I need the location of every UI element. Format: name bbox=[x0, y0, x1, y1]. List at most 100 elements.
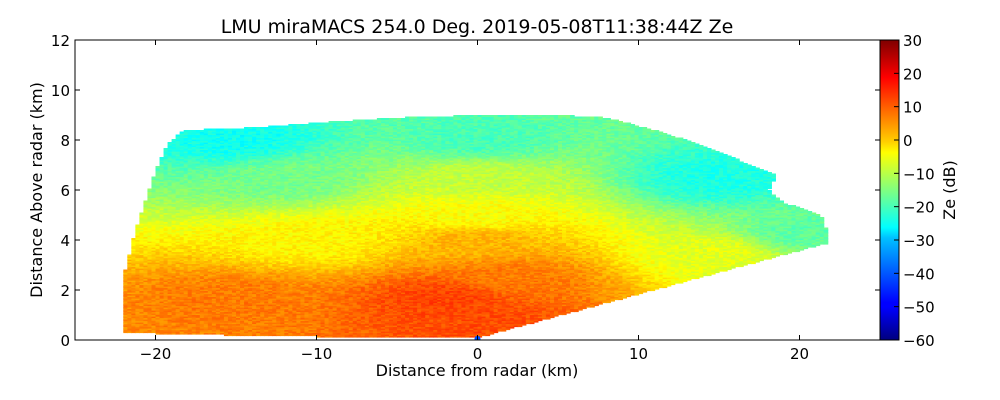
heatmap-cell bbox=[324, 319, 330, 322]
heatmap-cell bbox=[264, 296, 269, 299]
heatmap-cell bbox=[340, 287, 346, 290]
heatmap-cell bbox=[328, 325, 334, 328]
heatmap-cell bbox=[392, 317, 398, 320]
heatmap-cell bbox=[260, 292, 265, 295]
heatmap-cell bbox=[219, 292, 225, 295]
heatmap-cell bbox=[264, 331, 269, 334]
heatmap-cell bbox=[280, 322, 285, 325]
heatmap-cell bbox=[139, 311, 145, 314]
heatmap-cell bbox=[256, 308, 261, 311]
heatmap-cell bbox=[131, 310, 136, 313]
heatmap-cell bbox=[405, 284, 410, 287]
heatmap-cell bbox=[429, 287, 434, 290]
heatmap-cell bbox=[465, 280, 471, 283]
heatmap-cell bbox=[175, 323, 181, 326]
heatmap-cell bbox=[384, 334, 390, 337]
heatmap-cell bbox=[545, 292, 551, 295]
heatmap-cell bbox=[195, 281, 201, 284]
heatmap-cell bbox=[529, 322, 535, 325]
heatmap-cell bbox=[453, 298, 458, 301]
heatmap-cell bbox=[606, 290, 611, 293]
heatmap-cell bbox=[525, 290, 531, 293]
heatmap-cell bbox=[477, 284, 483, 287]
heatmap-cell bbox=[348, 296, 354, 299]
heatmap-cell bbox=[248, 323, 253, 326]
heatmap-cell bbox=[493, 281, 499, 284]
heatmap-cell bbox=[493, 280, 499, 283]
heatmap-cell bbox=[207, 328, 213, 331]
heatmap-cell bbox=[622, 281, 628, 284]
heatmap-cell bbox=[131, 299, 136, 302]
heatmap-cell bbox=[159, 314, 165, 317]
heatmap-cell bbox=[215, 301, 221, 304]
heatmap-cell bbox=[578, 289, 583, 292]
heatmap-cell bbox=[638, 281, 644, 284]
heatmap-cell bbox=[493, 329, 499, 332]
heatmap-cell bbox=[159, 295, 165, 298]
heatmap-cell bbox=[429, 325, 434, 328]
heatmap-cell bbox=[123, 289, 128, 292]
heatmap-cell bbox=[662, 280, 668, 283]
heatmap-cell bbox=[344, 295, 350, 298]
heatmap-cell bbox=[187, 328, 193, 331]
heatmap-cell bbox=[256, 302, 261, 305]
heatmap-cell bbox=[614, 296, 619, 299]
heatmap-cell bbox=[372, 326, 378, 329]
heatmap-cell bbox=[248, 304, 253, 307]
heatmap-cell bbox=[429, 320, 434, 323]
heatmap-cell bbox=[340, 307, 346, 310]
heatmap-cell bbox=[320, 308, 326, 311]
heatmap-cell bbox=[163, 329, 169, 332]
heatmap-cell bbox=[533, 313, 539, 316]
heatmap-cell bbox=[159, 304, 165, 307]
heatmap-cell bbox=[328, 329, 334, 332]
heatmap-cell bbox=[219, 332, 225, 335]
heatmap-cell bbox=[425, 298, 430, 301]
heatmap-cell bbox=[449, 322, 454, 325]
heatmap-cell bbox=[360, 317, 366, 320]
heatmap-cell bbox=[123, 308, 128, 311]
heatmap-cell bbox=[292, 332, 297, 335]
heatmap-cell bbox=[469, 295, 475, 298]
heatmap-cell bbox=[509, 280, 515, 283]
heatmap-cell bbox=[513, 290, 519, 293]
heatmap-cell bbox=[304, 329, 310, 332]
heatmap-cell bbox=[320, 299, 326, 302]
heatmap-cell bbox=[308, 281, 314, 284]
heatmap-cell bbox=[477, 308, 483, 311]
heatmap-cell bbox=[256, 280, 261, 283]
heatmap-cell bbox=[397, 317, 402, 320]
heatmap-cell bbox=[352, 310, 358, 313]
heatmap-cell bbox=[630, 286, 636, 289]
heatmap-cell bbox=[215, 281, 221, 284]
heatmap-cell bbox=[344, 328, 350, 331]
heatmap-cell bbox=[183, 299, 189, 302]
heatmap-cell bbox=[191, 325, 197, 328]
heatmap-cell bbox=[207, 323, 213, 326]
heatmap-cell bbox=[433, 311, 438, 314]
heatmap-cell bbox=[356, 304, 362, 307]
heatmap-cell bbox=[537, 280, 543, 283]
heatmap-cell bbox=[240, 320, 245, 323]
heatmap-cell bbox=[626, 283, 632, 286]
heatmap-cell bbox=[425, 310, 430, 313]
heatmap-cell bbox=[272, 281, 277, 284]
heatmap-cell bbox=[151, 293, 157, 296]
heatmap-cell bbox=[159, 299, 165, 302]
heatmap-cell bbox=[131, 313, 136, 316]
heatmap-cell bbox=[497, 304, 503, 307]
heatmap-cell bbox=[529, 289, 535, 292]
heatmap-cell bbox=[445, 311, 450, 314]
heatmap-cell bbox=[227, 305, 233, 308]
heatmap-cell bbox=[131, 305, 136, 308]
heatmap-cell bbox=[348, 301, 354, 304]
heatmap-cell bbox=[449, 314, 454, 317]
heatmap-cell bbox=[650, 289, 656, 292]
heatmap-cell bbox=[493, 283, 499, 286]
heatmap-cell bbox=[429, 302, 434, 305]
heatmap-cell bbox=[264, 322, 269, 325]
heatmap-cell bbox=[433, 298, 438, 301]
heatmap-cell bbox=[513, 314, 519, 317]
heatmap-cell bbox=[256, 329, 261, 332]
heatmap-cell bbox=[376, 313, 382, 316]
